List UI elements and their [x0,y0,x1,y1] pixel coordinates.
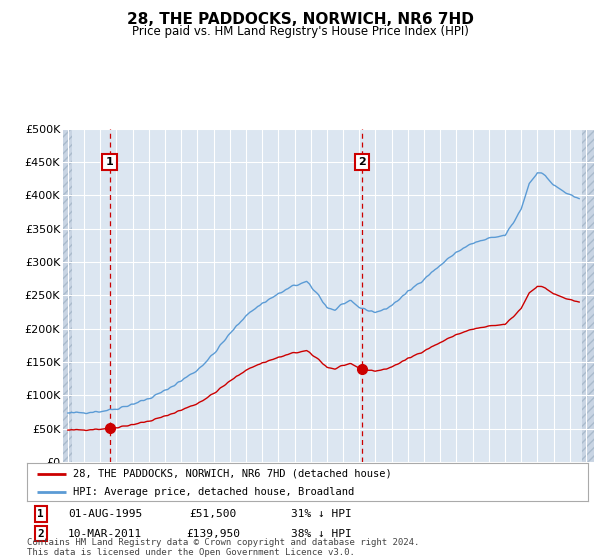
Text: 28, THE PADDOCKS, NORWICH, NR6 7HD (detached house): 28, THE PADDOCKS, NORWICH, NR6 7HD (deta… [73,469,392,479]
Text: 10-MAR-2011: 10-MAR-2011 [68,529,142,539]
Bar [63,129,72,462]
Bar [582,129,594,462]
Text: 2: 2 [37,529,44,539]
Text: HPI: Average price, detached house, Broadland: HPI: Average price, detached house, Broa… [73,487,354,497]
Text: 28, THE PADDOCKS, NORWICH, NR6 7HD: 28, THE PADDOCKS, NORWICH, NR6 7HD [127,12,473,27]
Text: £139,950: £139,950 [186,529,240,539]
Text: £51,500: £51,500 [190,509,236,519]
Text: 1: 1 [37,509,44,519]
Text: Contains HM Land Registry data © Crown copyright and database right 2024.
This d: Contains HM Land Registry data © Crown c… [27,538,419,557]
Text: Price paid vs. HM Land Registry's House Price Index (HPI): Price paid vs. HM Land Registry's House … [131,25,469,38]
Text: 1: 1 [106,157,113,167]
Text: 2: 2 [358,157,366,167]
Text: 38% ↓ HPI: 38% ↓ HPI [290,529,352,539]
Text: 31% ↓ HPI: 31% ↓ HPI [290,509,352,519]
Text: 01-AUG-1995: 01-AUG-1995 [68,509,142,519]
